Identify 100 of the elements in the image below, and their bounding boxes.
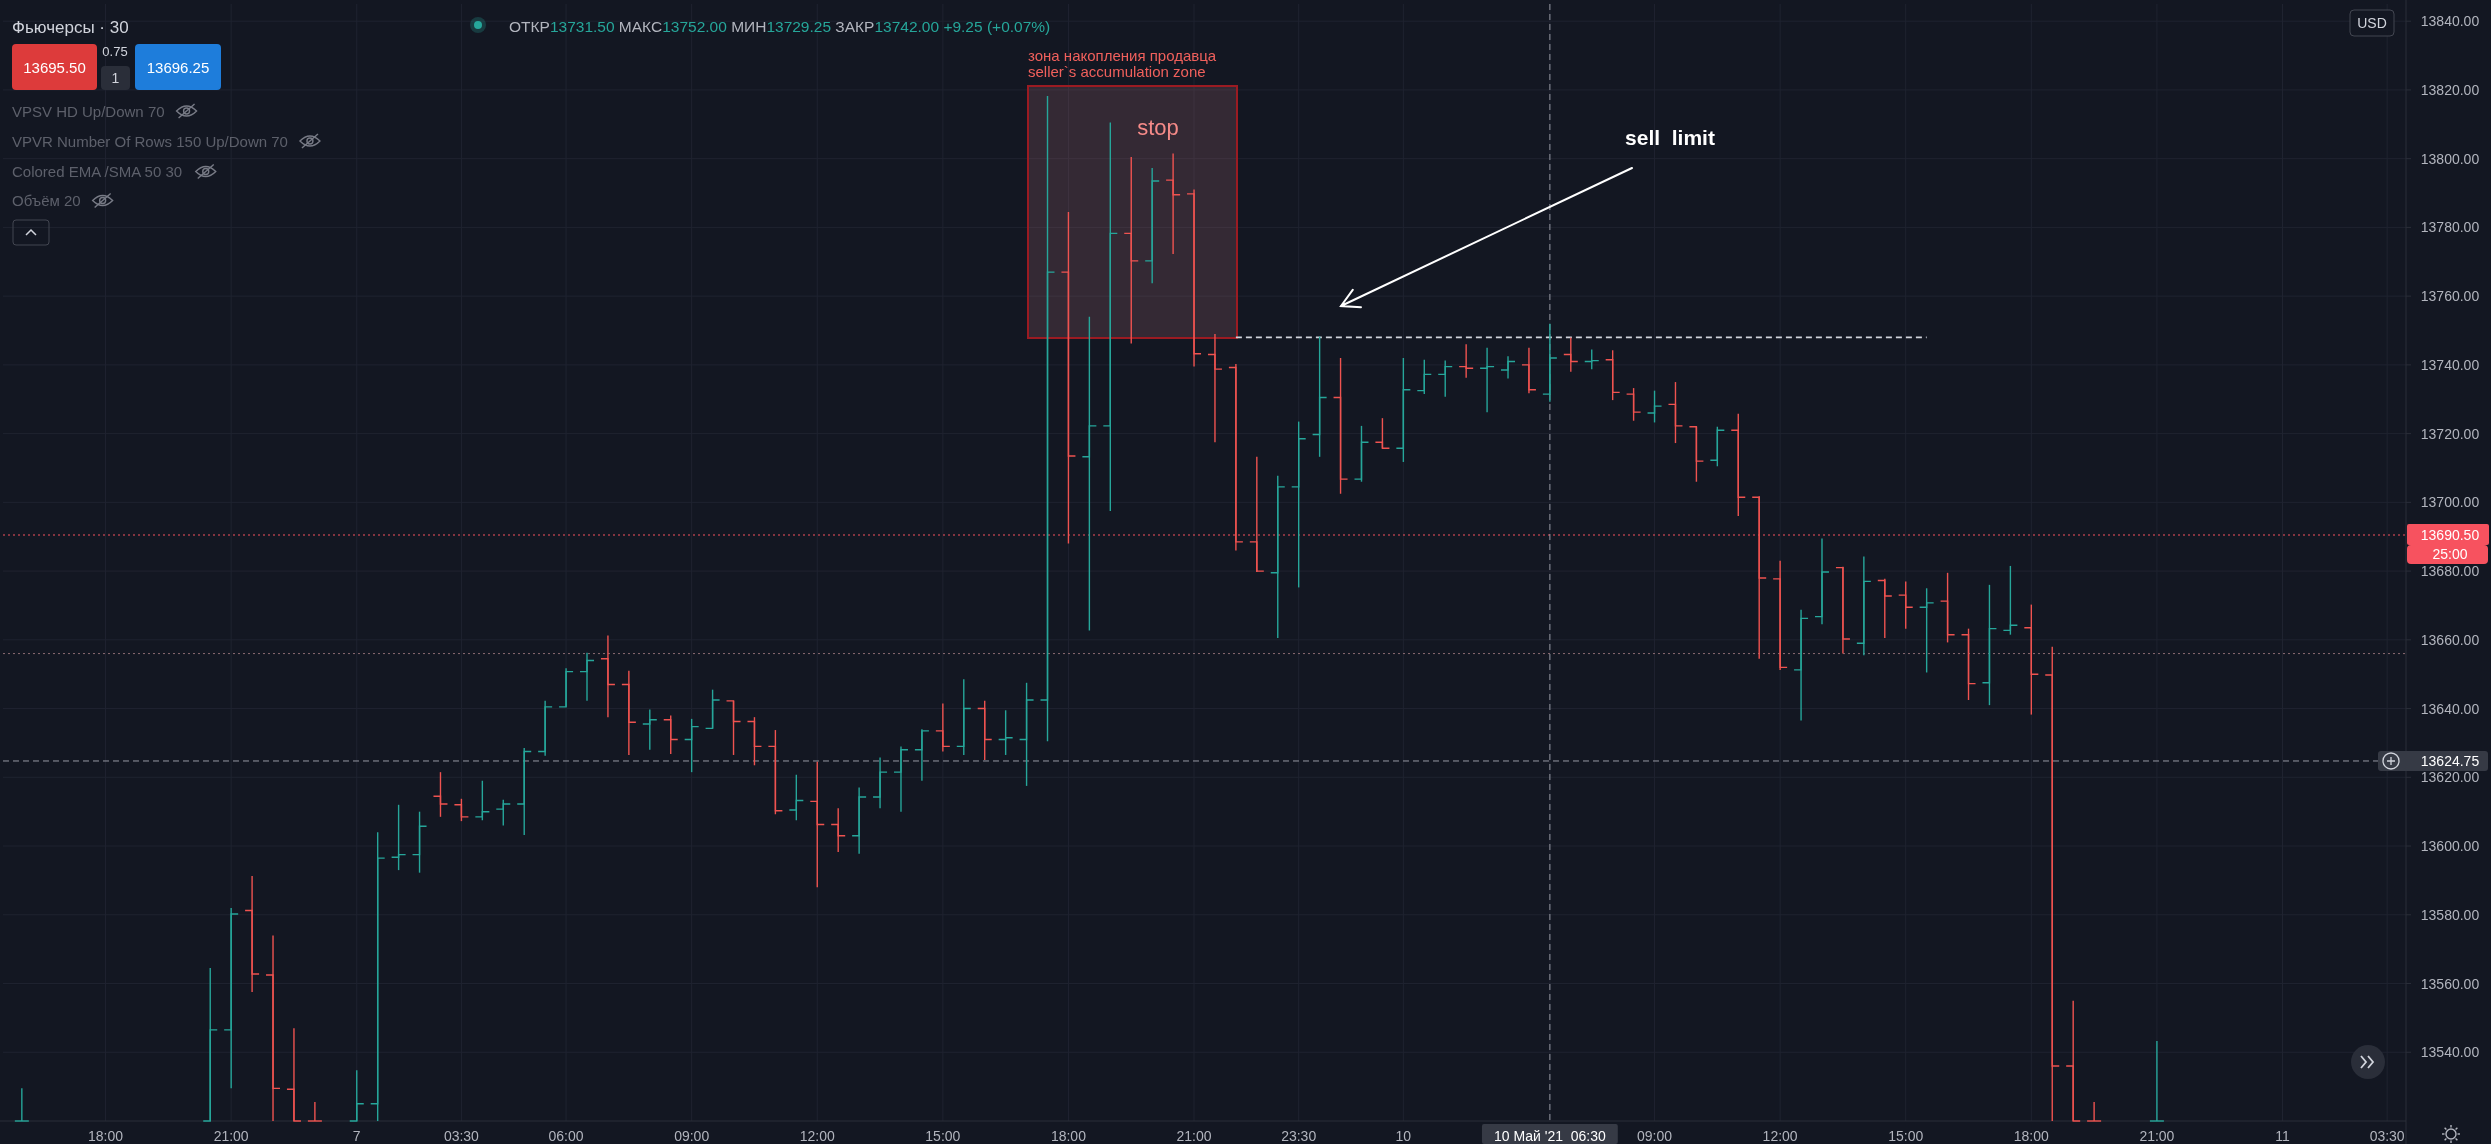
x-tick-label: 06:00 bbox=[548, 1128, 584, 1144]
candlestick bbox=[1500, 355, 1516, 380]
candlestick bbox=[307, 1101, 323, 1122]
x-tick-label: 11 bbox=[2275, 1128, 2290, 1144]
candlestick bbox=[1270, 475, 1286, 639]
candlestick bbox=[1542, 322, 1558, 403]
candlestick bbox=[914, 728, 930, 782]
candlestick bbox=[725, 700, 742, 756]
candlestick bbox=[1521, 346, 1537, 394]
candlestick bbox=[746, 716, 763, 766]
candlestick bbox=[893, 745, 909, 813]
y-tick-label: 13540.00 bbox=[2420, 1044, 2480, 1061]
candlestick bbox=[2002, 565, 2019, 636]
candlestick bbox=[935, 702, 951, 753]
annotation: USD bbox=[2357, 15, 2387, 31]
x-tick-label: 7 bbox=[352, 1128, 361, 1144]
candlestick bbox=[1667, 381, 1684, 444]
candlestick bbox=[2023, 603, 2040, 716]
y-tick-label: 13560.00 bbox=[2420, 975, 2480, 992]
candlestick bbox=[1960, 627, 1977, 701]
candlestick bbox=[1123, 156, 1139, 345]
candlestick bbox=[1898, 580, 1914, 630]
candlestick bbox=[453, 798, 470, 822]
y-tick-label: 13580.00 bbox=[2420, 906, 2480, 923]
candlestick bbox=[2065, 1000, 2081, 1122]
y-tick-label: 13620.00 bbox=[2420, 769, 2480, 786]
candlestick bbox=[579, 652, 595, 702]
candlestick bbox=[2044, 646, 2060, 1122]
y-tick-label: 13800.00 bbox=[2420, 150, 2480, 167]
candlestick bbox=[1625, 387, 1642, 422]
candlestick bbox=[1646, 389, 1663, 424]
candlestick bbox=[1186, 188, 1202, 368]
candlestick bbox=[1563, 336, 1579, 373]
x-tick-label: 23:30 bbox=[1281, 1128, 1317, 1144]
x-tick-label: 10 bbox=[1395, 1128, 1412, 1144]
x-tick-label: 15:00 bbox=[1888, 1128, 1924, 1144]
candlestick bbox=[1918, 587, 1935, 674]
annotation: VPVR Number Of Rows 150 Up/Down 70 bbox=[12, 132, 288, 150]
annotation: sell limit bbox=[1625, 125, 1715, 149]
candlestick bbox=[1395, 357, 1412, 463]
candlestick bbox=[1207, 333, 1223, 443]
candlestick bbox=[788, 774, 805, 821]
y-tick-label: 13760.00 bbox=[2420, 288, 2480, 305]
ref-line-label: 13690.50 bbox=[2420, 527, 2480, 543]
candlestick bbox=[1102, 121, 1119, 512]
candlestick bbox=[286, 1027, 302, 1122]
candlestick bbox=[809, 761, 825, 888]
candlestick bbox=[1814, 537, 1830, 626]
candlestick bbox=[830, 807, 846, 853]
x-tick-label: 21:00 bbox=[213, 1128, 249, 1144]
text: Фьючерсы · 30 bbox=[12, 17, 129, 37]
candlestick bbox=[1353, 425, 1370, 483]
candlestick bbox=[1939, 572, 1956, 644]
candlestick bbox=[516, 747, 532, 836]
x-tick-label: 18:00 bbox=[1050, 1128, 1087, 1144]
x-tick-label: 10 Май '21 06:30 bbox=[1493, 1128, 1607, 1144]
candlestick bbox=[1081, 316, 1098, 632]
y-tick-label: 13680.00 bbox=[2420, 563, 2480, 580]
candlestick bbox=[1688, 426, 1705, 483]
candlestick bbox=[663, 714, 679, 755]
candlestick bbox=[1730, 413, 1746, 517]
candlestick bbox=[1793, 609, 1809, 722]
candlestick bbox=[432, 771, 449, 818]
candlestick bbox=[1060, 211, 1077, 545]
ref-line-label: 13624.75 bbox=[2420, 752, 2480, 769]
candlestick bbox=[704, 688, 721, 730]
candlestick bbox=[1332, 357, 1349, 495]
candlestick bbox=[14, 1087, 30, 1122]
candlestick bbox=[767, 729, 784, 815]
annotation: 0.75 bbox=[102, 43, 128, 59]
candlestick bbox=[1311, 335, 1328, 458]
candlestick bbox=[474, 780, 491, 821]
candlestick bbox=[2086, 1101, 2102, 1122]
candlestick bbox=[621, 670, 637, 756]
candlestick bbox=[1249, 456, 1265, 573]
candlestick bbox=[369, 831, 386, 1122]
annotation: зона накопления продавца bbox=[1028, 46, 1217, 64]
x-tick-label: 15:00 bbox=[925, 1128, 961, 1144]
candlestick bbox=[872, 756, 888, 809]
candlestick bbox=[265, 934, 281, 1122]
x-tick-label: 12:00 bbox=[799, 1128, 835, 1144]
candlestick bbox=[642, 708, 658, 751]
x-tick-label: 09:00 bbox=[674, 1128, 710, 1144]
candlestick bbox=[1772, 560, 1788, 671]
text: 25:00 bbox=[2432, 546, 2468, 562]
candlestick bbox=[1604, 349, 1621, 401]
candlestick bbox=[1165, 152, 1181, 255]
y-tick-label: 13720.00 bbox=[2420, 425, 2480, 442]
candlestick bbox=[537, 700, 553, 757]
candlestick bbox=[558, 667, 574, 708]
candlestick bbox=[1290, 420, 1307, 589]
annotation: Colored EMA /SMA 50 30 bbox=[12, 163, 183, 180]
candlestick bbox=[1751, 495, 1767, 660]
candlestick bbox=[1018, 682, 1035, 787]
candlestick bbox=[683, 718, 700, 773]
candlestick bbox=[1228, 363, 1244, 552]
candlestick bbox=[1877, 578, 1893, 639]
candlestick bbox=[349, 1069, 365, 1122]
x-tick-label: 09:00 bbox=[1637, 1128, 1673, 1144]
y-tick-label: 13820.00 bbox=[2420, 81, 2480, 98]
